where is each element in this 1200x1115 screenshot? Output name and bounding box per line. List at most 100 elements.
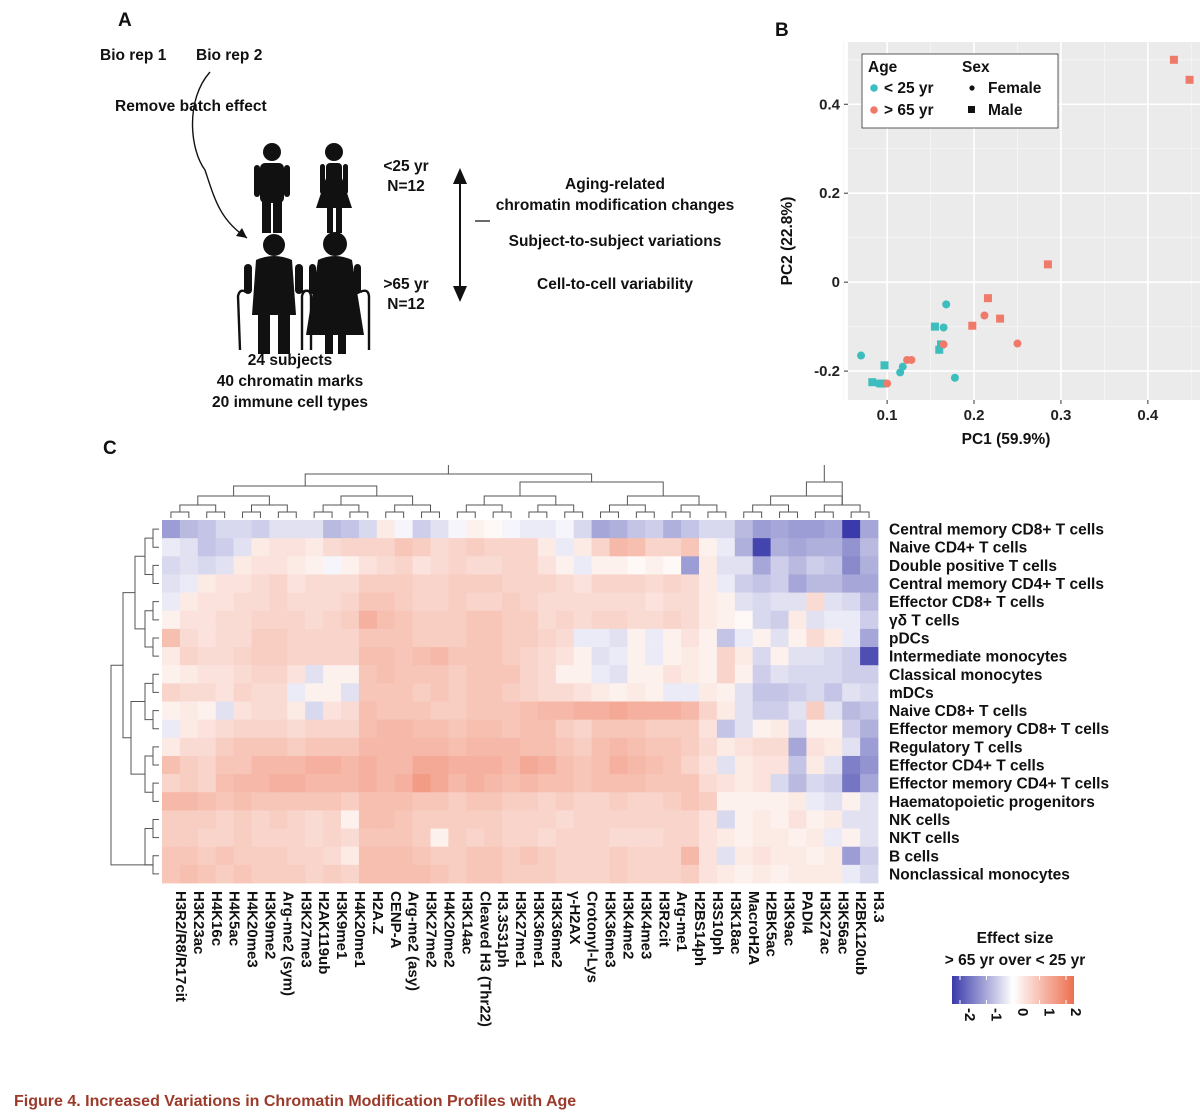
heatmap-cell — [251, 774, 270, 793]
heatmap-cell — [376, 556, 396, 575]
heatmap-cell — [162, 828, 181, 848]
scatter-point — [939, 340, 948, 349]
dendro-link — [814, 511, 834, 518]
heatmap-cell — [788, 701, 807, 721]
heatmap-cell — [573, 864, 592, 884]
heatmap-cell — [179, 574, 199, 593]
heatmap-cell — [716, 810, 736, 829]
heatmap-row-label: Naive CD8+ T cells — [889, 703, 1027, 720]
heatmap-cell — [162, 628, 181, 648]
heatmap-cell — [860, 774, 879, 793]
heatmap-cell — [770, 665, 789, 684]
heatmap-cell — [699, 592, 718, 612]
legend-female-label: Female — [988, 80, 1042, 97]
heatmap-cell — [824, 592, 843, 612]
heatmap-col-label: H3K14ac — [458, 891, 475, 954]
heatmap-cell — [788, 574, 807, 593]
scatter-point — [877, 379, 886, 388]
heatmap-cell — [645, 592, 664, 612]
heatmap-row-label: pDCs — [889, 630, 929, 647]
heatmap-cell — [842, 556, 861, 575]
heatmap-cell — [788, 864, 807, 884]
heatmap-cell — [287, 610, 306, 630]
heatmap-cell — [341, 846, 360, 866]
heatmap-cell — [448, 665, 467, 684]
heatmap-cell — [394, 665, 413, 684]
heatmap-cell — [179, 737, 199, 757]
dendro-link — [743, 511, 763, 518]
heatmap-cell — [734, 792, 754, 811]
heatmap-cell — [627, 846, 646, 866]
heatmap-cell — [412, 556, 431, 575]
heatmap-cell — [860, 520, 879, 539]
heatmap-cell — [537, 538, 557, 557]
heatmap-cell — [341, 810, 360, 829]
heatmap-cell — [197, 592, 217, 612]
heatmap-cell — [591, 683, 610, 702]
heatmap-cell — [448, 864, 467, 884]
heatmap-cell — [806, 556, 825, 575]
heatmap-cell — [394, 774, 413, 793]
heatmap-cell — [663, 864, 682, 884]
legend-tick-label: 2 — [1067, 1008, 1084, 1016]
heatmap-cell — [555, 628, 575, 648]
dendro-link — [197, 495, 270, 505]
heatmap-cell — [341, 828, 360, 848]
dendro-link — [152, 601, 159, 621]
heatmap-cell — [251, 628, 270, 648]
heatmap-cell — [197, 719, 217, 739]
heatmap-cell — [591, 774, 610, 793]
heatmap-cell — [394, 628, 413, 648]
heatmap-cell — [537, 665, 557, 684]
heatmap-cell — [323, 810, 342, 829]
heatmap-cell — [358, 556, 378, 575]
heatmap-cell — [376, 774, 396, 793]
heatmap-cell — [788, 628, 807, 648]
heatmap-cell — [752, 628, 771, 648]
scatter-point — [880, 361, 889, 370]
heatmap-cell — [663, 683, 682, 702]
heatmap-cell — [251, 737, 270, 757]
heatmap-cell — [591, 628, 610, 648]
heatmap-cell — [323, 647, 342, 666]
heatmap-cell — [376, 864, 396, 884]
heatmap-cell — [537, 755, 557, 775]
heatmap-cell — [663, 774, 682, 793]
heatmap-cell — [591, 665, 610, 684]
heatmap-cell — [824, 683, 843, 702]
heatmap-cell — [609, 592, 628, 612]
heatmap-cell — [788, 755, 807, 775]
heatmap-cell — [860, 701, 879, 721]
heatmap-cell — [197, 864, 217, 884]
heatmap-cell — [520, 755, 539, 775]
heatmap-cell — [358, 647, 378, 666]
heatmap-cell — [752, 755, 771, 775]
heatmap-cell — [233, 610, 252, 630]
young-male-icon — [254, 143, 290, 233]
heatmap-cell — [323, 574, 342, 593]
dendro-link — [537, 504, 575, 512]
heatmap-row-label: Double positive T cells — [889, 558, 1057, 575]
panel-b-letter: B — [775, 20, 789, 41]
summary-cell-types: 20 immune cell types — [212, 394, 368, 411]
heatmap-cell — [752, 520, 771, 539]
heatmap-cell — [555, 846, 575, 866]
heatmap-cell — [627, 665, 646, 684]
heatmap-cell — [412, 810, 431, 829]
heatmap-cell — [197, 574, 217, 593]
heatmap-cell — [448, 556, 467, 575]
heatmap-cell — [770, 628, 789, 648]
heatmap-cell — [358, 592, 378, 612]
heatmap-cell — [591, 737, 610, 757]
heatmap-cell — [716, 864, 736, 884]
heatmap-cell — [699, 665, 718, 684]
heatmap-cell — [860, 864, 879, 884]
heatmap-cell — [179, 792, 199, 811]
heatmap-cell — [788, 774, 807, 793]
heatmap-cell — [197, 810, 217, 829]
heatmap-cell — [788, 792, 807, 811]
heatmap-cell — [233, 792, 252, 811]
heatmap-cell — [627, 701, 646, 721]
heatmap-cell — [609, 556, 628, 575]
heatmap-cell — [573, 665, 592, 684]
